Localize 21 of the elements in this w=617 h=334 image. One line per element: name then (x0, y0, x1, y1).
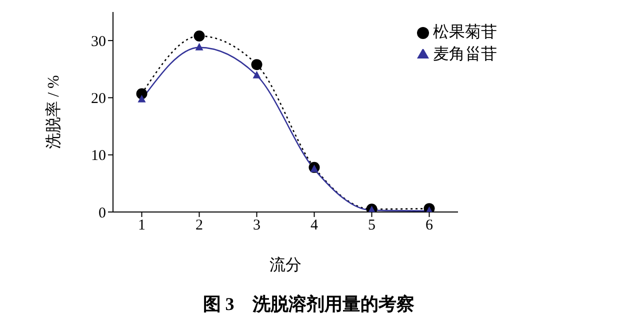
y-tick-label: 10 (91, 148, 106, 164)
x-tick-label: 3 (253, 218, 260, 234)
y-tick-label: 30 (91, 34, 106, 50)
point (252, 70, 261, 78)
y-tick-label: 20 (91, 91, 106, 108)
point (194, 30, 205, 42)
x-tick-label: 4 (310, 218, 318, 234)
x-tick-label: 2 (196, 218, 203, 234)
point (138, 94, 146, 102)
legend-label: 松果菊苷 (433, 24, 497, 41)
point (310, 164, 318, 172)
point (251, 59, 262, 70)
y-tick-label: 0 (98, 205, 106, 222)
point (195, 42, 204, 50)
x-tick-label: 6 (426, 218, 434, 234)
y-axis-title: 洗脱率 / % (44, 75, 63, 149)
legend-label: 麦角甾苷 (433, 46, 497, 63)
x-tick-label: 5 (368, 218, 376, 234)
x-axis-title: 流分 (270, 256, 302, 274)
x-tick-label: 1 (138, 218, 146, 234)
text: 图 3 洗脱溶剂用量的考察 (202, 293, 416, 316)
